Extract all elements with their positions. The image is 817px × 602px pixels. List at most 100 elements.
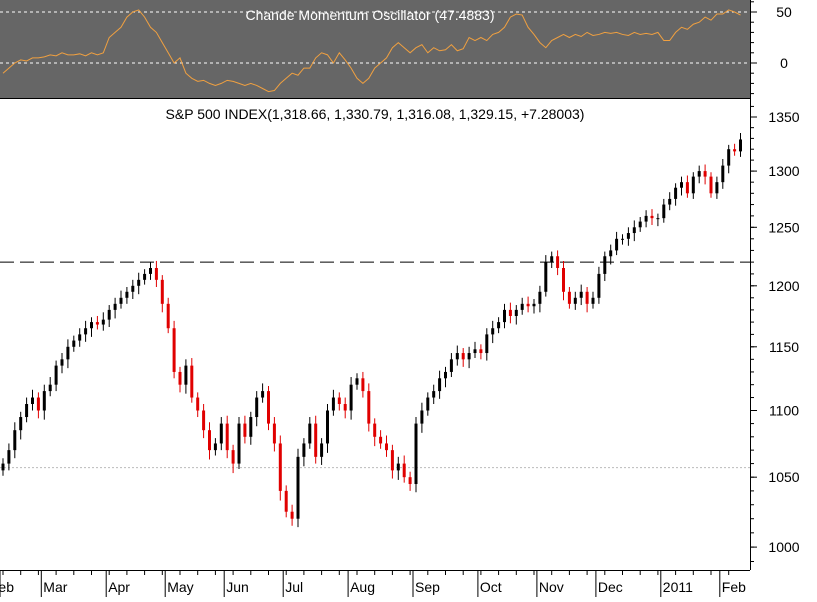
candle-body bbox=[243, 423, 247, 437]
candle-body bbox=[449, 359, 453, 372]
candle-body bbox=[90, 322, 93, 329]
candle-body bbox=[160, 279, 164, 304]
candle-body bbox=[680, 182, 683, 188]
oscillator-y-tick-label: 50 bbox=[776, 4, 792, 20]
candle-body bbox=[19, 417, 23, 431]
candle-body bbox=[42, 391, 46, 411]
oscillator-y-tick-label: 0 bbox=[780, 55, 788, 71]
price-y-tick-label: 1000 bbox=[768, 539, 799, 555]
candle-body bbox=[597, 273, 601, 298]
price-y-tick-label: 1100 bbox=[769, 403, 799, 419]
candle-body bbox=[532, 303, 536, 307]
candle-body bbox=[131, 285, 135, 292]
candle-body bbox=[337, 397, 341, 405]
candle-body bbox=[296, 456, 300, 519]
candle-body bbox=[727, 149, 731, 166]
candle-body bbox=[308, 423, 312, 444]
candle-body bbox=[715, 182, 719, 194]
x-tick-label: May bbox=[167, 579, 193, 595]
candle-body bbox=[379, 436, 383, 444]
candle-body bbox=[13, 430, 17, 451]
x-tick-label: Sep bbox=[415, 579, 440, 595]
candle-body bbox=[125, 291, 129, 298]
candle-body bbox=[491, 328, 495, 335]
candle-body bbox=[656, 218, 660, 220]
candle-body bbox=[644, 215, 648, 222]
candle-body bbox=[320, 443, 324, 457]
candle-body bbox=[733, 149, 737, 152]
candle-body bbox=[225, 423, 229, 451]
price-title: S&P 500 INDEX(1,318.66, 1,330.79, 1,316.… bbox=[166, 106, 585, 122]
candle-body bbox=[237, 423, 241, 464]
candle-body bbox=[278, 443, 282, 491]
candle-body bbox=[444, 371, 447, 379]
x-tick-label: Jun bbox=[226, 579, 249, 595]
candle-body bbox=[455, 353, 459, 360]
candle-body bbox=[461, 353, 465, 360]
candle-body bbox=[143, 273, 147, 280]
candle-body bbox=[685, 182, 689, 194]
candle-body bbox=[396, 463, 400, 471]
candle-body bbox=[178, 371, 182, 385]
candle-body bbox=[632, 227, 636, 234]
candle-body bbox=[154, 267, 158, 280]
candle-body bbox=[166, 303, 170, 329]
candle-body bbox=[314, 423, 318, 457]
candle-body bbox=[485, 334, 489, 354]
candle-body bbox=[426, 397, 430, 411]
candle-body bbox=[479, 349, 483, 354]
candle-body bbox=[272, 423, 276, 444]
candle-body bbox=[674, 187, 678, 199]
candle-body bbox=[202, 410, 206, 431]
candle-body bbox=[284, 490, 288, 512]
candle-body bbox=[420, 410, 424, 424]
candle-body bbox=[697, 171, 701, 177]
x-tick-label: Nov bbox=[539, 579, 564, 595]
candle-body bbox=[585, 291, 589, 304]
candle-body bbox=[60, 359, 64, 366]
candle-body bbox=[1, 463, 5, 471]
candle-body bbox=[467, 353, 471, 360]
candle-body bbox=[95, 322, 99, 325]
candle-body bbox=[172, 328, 176, 372]
candle-body bbox=[7, 450, 11, 464]
candle-body bbox=[331, 397, 335, 411]
oscillator-title: Chande Momentum Oscillator (47.4883) bbox=[245, 7, 494, 23]
candle-body bbox=[107, 309, 111, 320]
candle-body bbox=[78, 334, 82, 341]
candle-body bbox=[538, 291, 542, 304]
candle-body bbox=[267, 391, 270, 424]
candle-body bbox=[514, 309, 518, 316]
candle-body bbox=[650, 215, 654, 219]
candle-body bbox=[137, 279, 141, 286]
candle-body bbox=[326, 410, 329, 444]
candle-body bbox=[691, 176, 695, 194]
candle-body bbox=[573, 297, 577, 304]
candle-body bbox=[302, 443, 306, 457]
candle-body bbox=[432, 391, 436, 398]
price-y-tick-label: 1150 bbox=[769, 339, 799, 355]
candle-body bbox=[721, 165, 725, 183]
candle-body bbox=[562, 267, 565, 292]
candle-body bbox=[621, 238, 624, 240]
candle-body bbox=[408, 477, 412, 485]
candle-body bbox=[361, 378, 365, 392]
x-tick-label: Mar bbox=[43, 579, 67, 595]
x-tick-label: 2011 bbox=[663, 579, 693, 595]
x-tick-label: Apr bbox=[108, 579, 130, 595]
candle-body bbox=[390, 450, 394, 471]
price-y-tick-label: 1050 bbox=[768, 469, 799, 485]
candle-body bbox=[149, 267, 152, 274]
candle-body bbox=[709, 176, 713, 194]
candle-body bbox=[438, 378, 442, 392]
candle-body bbox=[508, 309, 512, 316]
candle-body bbox=[638, 221, 642, 228]
candle-body bbox=[66, 346, 70, 360]
candle-body bbox=[739, 139, 742, 152]
candle-body bbox=[101, 319, 105, 325]
price-y-tick-label: 1350 bbox=[768, 109, 799, 125]
candle-body bbox=[261, 391, 265, 398]
candle-body bbox=[556, 256, 560, 268]
candle-body bbox=[208, 430, 211, 451]
